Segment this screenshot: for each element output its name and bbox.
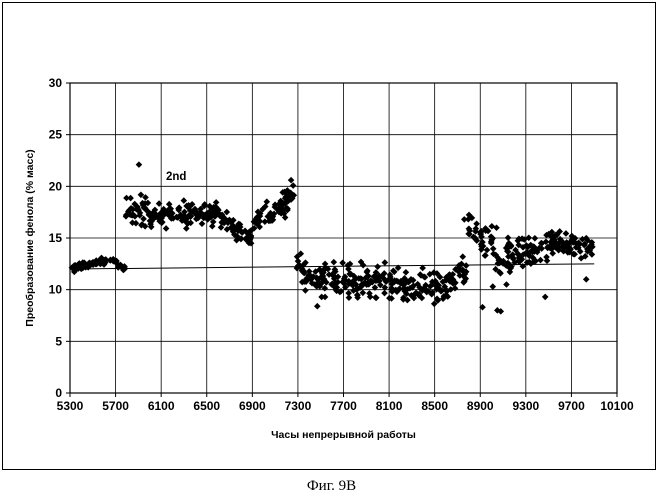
data-point xyxy=(537,257,544,264)
x-tick-label: 8900 xyxy=(467,399,494,413)
x-tick-label: 9700 xyxy=(558,399,585,413)
x-tick-label: 8100 xyxy=(376,399,403,413)
y-tick-label: 25 xyxy=(49,128,63,142)
data-point xyxy=(302,287,309,294)
data-point xyxy=(322,294,329,301)
y-tick-label: 5 xyxy=(55,334,62,348)
x-tick-label: 6900 xyxy=(239,399,266,413)
data-point xyxy=(473,220,480,227)
x-tick-label: 6100 xyxy=(148,399,175,413)
data-point xyxy=(459,253,466,260)
data-point xyxy=(183,225,190,232)
y-tick-label: 30 xyxy=(49,76,63,90)
data-point xyxy=(374,263,381,270)
annotation-2nd: 2nd xyxy=(166,171,186,183)
data-point xyxy=(314,303,321,310)
x-tick-label: 9300 xyxy=(512,399,539,413)
y-tick-label: 20 xyxy=(49,179,63,193)
data-point xyxy=(373,295,380,302)
data-point xyxy=(461,216,468,223)
x-tick-label: 7700 xyxy=(330,399,357,413)
data-point xyxy=(583,276,590,283)
y-axis-label: Преобразование фенола (% масс) xyxy=(24,149,36,326)
data-point xyxy=(563,230,570,237)
figure-caption: Фиг. 9B xyxy=(0,478,663,495)
data-point xyxy=(136,161,143,168)
data-point xyxy=(290,182,297,189)
x-tick-label: 5700 xyxy=(102,399,129,413)
data-point xyxy=(505,234,512,241)
y-tick-label: 0 xyxy=(55,386,62,400)
data-point xyxy=(532,235,539,242)
x-tick-label: 6500 xyxy=(193,399,220,413)
data-point xyxy=(181,197,188,204)
data-point xyxy=(489,283,496,290)
data-point xyxy=(381,290,388,297)
data-point xyxy=(382,259,389,266)
data-point xyxy=(288,177,295,184)
data-point xyxy=(163,225,170,232)
data-point xyxy=(331,259,338,266)
data-point xyxy=(503,281,510,288)
x-axis-label: Часы непрерывной работы xyxy=(271,429,416,441)
data-point xyxy=(199,220,206,227)
x-tick-label: 8500 xyxy=(421,399,448,413)
x-tick-label: 10100 xyxy=(600,399,634,413)
scatter-chart: 5300570061006500690073007700810085008900… xyxy=(0,0,663,475)
data-point xyxy=(542,294,549,301)
x-tick-label: 5300 xyxy=(57,399,84,413)
data-point xyxy=(482,252,489,259)
y-tick-label: 10 xyxy=(49,283,63,297)
x-tick-label: 7300 xyxy=(285,399,312,413)
y-tick-label: 15 xyxy=(49,231,63,245)
data-point xyxy=(127,195,134,202)
data-point xyxy=(403,269,410,276)
